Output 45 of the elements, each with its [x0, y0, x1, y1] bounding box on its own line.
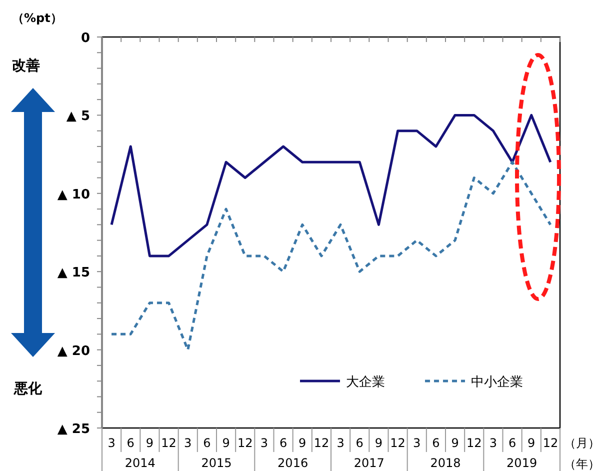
x-tick-label: 12	[314, 436, 330, 450]
line-series	[110, 160, 552, 352]
x-tick-label: 9	[374, 436, 383, 450]
text: （年）	[564, 457, 600, 471]
x-tick-label: 12	[237, 436, 253, 450]
x-tick-label: 6	[126, 436, 134, 450]
x-tick-label: 6	[203, 436, 211, 450]
y-tick-label: 0	[80, 31, 90, 46]
text: 2019	[506, 456, 538, 470]
x-tick-label: 6	[356, 436, 364, 450]
text: 2014	[124, 456, 156, 470]
x-tick-label: 6	[432, 436, 440, 450]
y-tick-label: ▲ 10	[57, 187, 90, 202]
text: 改善	[12, 57, 40, 74]
text: 2018	[430, 456, 461, 470]
x-tick-label: 9	[451, 436, 459, 450]
text: 2017	[354, 456, 384, 470]
text: 悪化	[13, 381, 43, 397]
x-tick-label: 12	[542, 436, 558, 450]
y-axis-title: （%pt）	[12, 11, 62, 25]
y-tick-label: ▲ 20	[57, 344, 90, 359]
x-tick-label: 9	[146, 436, 154, 450]
x-tick-label: 3	[108, 436, 116, 450]
x-tick-label: 6	[508, 436, 516, 450]
x-tick-label: 3	[413, 436, 421, 450]
x-tick-label: 12	[161, 436, 176, 450]
x-tick-label: 6	[279, 436, 288, 450]
text: 2016	[278, 456, 308, 470]
legend-label: 中小企業	[471, 375, 523, 390]
x-tick-label: 3	[489, 436, 498, 450]
y-tick-label: ▲ 5	[66, 109, 90, 124]
line-series	[110, 114, 552, 258]
x-tick-label: 3	[260, 436, 268, 450]
x-tick-label: 3	[184, 436, 192, 450]
legend-label: 大企業	[346, 375, 385, 390]
y-tick-label: ▲ 25	[57, 422, 90, 437]
x-tick-label: 9	[298, 436, 306, 450]
y-tick-label: ▲ 15	[57, 266, 90, 281]
x-tick-label: 9	[222, 436, 230, 450]
x-tick-label: 12	[390, 436, 406, 450]
x-tick-label: 9	[528, 436, 536, 450]
x-tick-label: 3	[336, 436, 344, 450]
text: 2015	[201, 456, 232, 470]
text: （月）	[564, 436, 600, 450]
x-tick-label: 12	[466, 436, 482, 450]
